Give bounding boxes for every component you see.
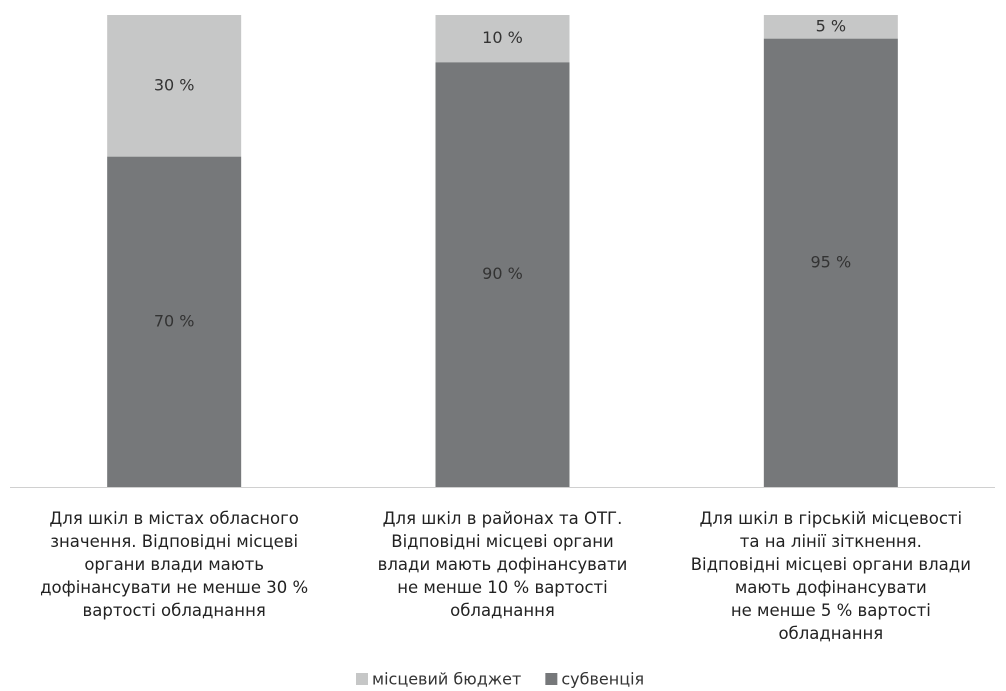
legend-label: субвенція: [561, 670, 644, 689]
bar-segment: [435, 15, 570, 63]
bar-segment: [435, 62, 570, 487]
x-tick-label: Для шкіл в гірській місцевості та на лін…: [690, 509, 971, 643]
legend-swatch: [356, 673, 368, 685]
data-label: 70 %: [154, 311, 195, 330]
data-label: 30 %: [154, 75, 195, 94]
data-label: 90 %: [482, 264, 523, 283]
data-label: 10 %: [482, 28, 523, 47]
bar-segment: [763, 38, 898, 487]
legend-label: місцевий бюджет: [372, 670, 521, 689]
bar-segment: [107, 15, 242, 157]
x-tick-label: Для шкіл в районах та ОТГ. Відповідні мі…: [377, 509, 628, 620]
legend-swatch: [545, 673, 558, 685]
x-tick-label: Для шкіл в містах обласного значення. Ві…: [40, 509, 309, 620]
bar-segment: [763, 15, 898, 39]
bar-segment: [107, 156, 242, 487]
data-label: 95 %: [811, 252, 852, 271]
data-label: 5 %: [816, 16, 846, 35]
